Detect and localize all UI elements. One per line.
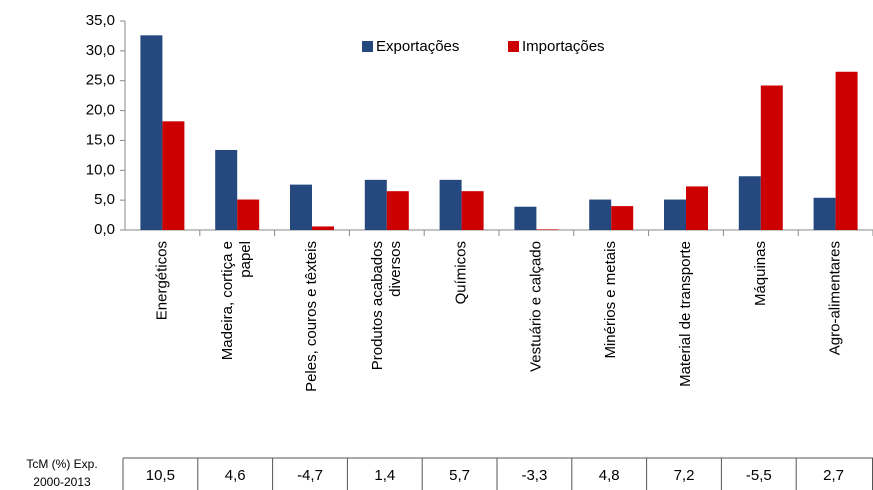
bar xyxy=(611,206,634,230)
bar xyxy=(738,176,761,230)
table-cell: -3,3 xyxy=(521,467,547,484)
bar xyxy=(312,226,334,230)
table-cell: 2,7 xyxy=(823,467,844,484)
bar xyxy=(461,191,484,230)
bar xyxy=(664,199,686,230)
table-cell: 10,5 xyxy=(146,467,175,484)
table-cell: 1,4 xyxy=(374,467,395,484)
y-tick-label: 5,0 xyxy=(94,191,115,208)
bar xyxy=(237,199,260,230)
x-tick-label: Máquinas xyxy=(752,241,769,306)
y-tick-label: 10,0 xyxy=(86,161,115,178)
table-row-label: TcM (%) Exp. xyxy=(26,457,97,471)
legend-label: Exportações xyxy=(376,38,459,55)
bar xyxy=(386,191,409,230)
x-tick-label: Madeira, cortiça e xyxy=(219,241,236,360)
x-tick-label: Vestuário e calçado xyxy=(527,241,544,372)
x-tick-label: Minérios e metais xyxy=(602,241,619,359)
y-tick-label: 25,0 xyxy=(86,72,115,89)
bar xyxy=(140,35,163,231)
legend-label: Importações xyxy=(522,38,605,55)
x-tick-label: Produtos acabados xyxy=(369,241,386,370)
bar xyxy=(589,199,612,230)
x-tick-label: diversos xyxy=(387,241,404,297)
x-tick-label: Químicos xyxy=(453,241,470,304)
table-cell: 4,8 xyxy=(599,467,620,484)
table-row-label: 2000-2013 xyxy=(33,475,91,489)
bar xyxy=(215,149,238,230)
x-tick-label: Peles, couros e têxteis xyxy=(303,241,320,392)
bar xyxy=(760,85,783,231)
bar xyxy=(536,229,559,230)
y-tick-label: 35,0 xyxy=(86,12,115,29)
x-tick-label: papel xyxy=(237,241,254,278)
table-cell: -5,5 xyxy=(746,467,772,484)
y-tick-label: 0,0 xyxy=(94,221,115,238)
bar xyxy=(514,206,537,230)
bar xyxy=(290,184,312,230)
table-cell: 7,2 xyxy=(674,467,695,484)
legend-swatch xyxy=(508,41,519,52)
bar xyxy=(686,186,708,230)
y-tick-label: 15,0 xyxy=(86,131,115,148)
table-cell: 4,6 xyxy=(225,467,246,484)
x-tick-label: Agro-alimentares xyxy=(827,241,844,355)
table-cell: 5,7 xyxy=(449,467,470,484)
x-tick-label: Energéticos xyxy=(153,241,170,320)
legend-swatch xyxy=(362,41,373,52)
x-tick-label: Material de transporte xyxy=(677,241,694,387)
bar xyxy=(162,121,185,230)
table-cell: -4,7 xyxy=(297,467,323,484)
y-tick-label: 30,0 xyxy=(86,42,115,59)
bar xyxy=(813,197,836,230)
y-tick-label: 20,0 xyxy=(86,102,115,119)
bar xyxy=(439,179,462,230)
bar xyxy=(835,71,858,230)
bar xyxy=(364,179,387,230)
